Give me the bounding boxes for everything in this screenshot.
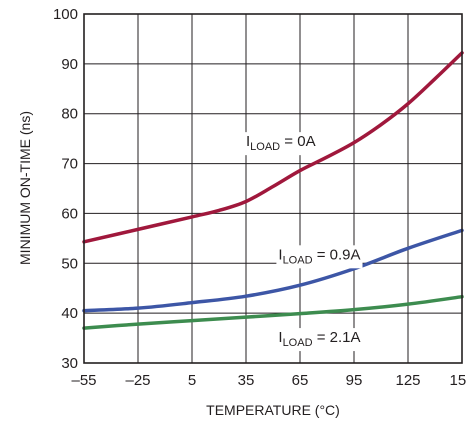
- curve-label-background: [244, 132, 318, 156]
- x-tick-label: 125: [395, 372, 420, 389]
- plot-frame: [83, 13, 463, 364]
- y-tick-label: 90: [61, 56, 78, 73]
- y-tick-label: 40: [61, 305, 78, 322]
- curve-label-main: I: [278, 329, 282, 346]
- svg-text:ILOAD = 2.1A: ILOAD = 2.1A: [278, 329, 360, 349]
- x-tick-label: –25: [125, 372, 150, 389]
- x-tick-label: 35: [238, 372, 255, 389]
- y-axis-title: MINIMUM ON-TIME (ns): [17, 111, 33, 265]
- y-tick-label: 80: [61, 106, 78, 123]
- curve-label-main: I: [278, 246, 282, 263]
- x-tick-label: –55: [71, 372, 96, 389]
- x-axis-title: TEMPERATURE (°C): [206, 402, 340, 418]
- y-tick-label: 30: [61, 355, 78, 372]
- curve-label-sub: LOAD: [283, 254, 313, 266]
- curve-label-background: [276, 328, 363, 352]
- y-tick-label: 50: [61, 255, 78, 272]
- curve-label: ILOAD = 0.9A: [276, 245, 363, 269]
- curve-label-background: [276, 245, 363, 269]
- curve-label-main: I: [246, 133, 250, 150]
- x-tick-label: 65: [292, 372, 309, 389]
- curve-label: ILOAD = 2.1A: [276, 328, 363, 352]
- x-tick-label: 155: [449, 372, 466, 389]
- curve-label-sub: LOAD: [283, 337, 313, 349]
- svg-text:ILOAD = 0.9A: ILOAD = 0.9A: [278, 246, 360, 266]
- grid: [84, 14, 462, 363]
- y-tick-label: 70: [61, 156, 78, 173]
- curve-label: ILOAD = 0A: [244, 132, 318, 156]
- y-tick-label: 60: [61, 205, 78, 222]
- svg-text:ILOAD = 0A: ILOAD = 0A: [246, 133, 316, 153]
- curve-label-tail: = 2.1A: [313, 329, 361, 346]
- series-iload-2-1a: [82, 294, 464, 330]
- curve-label-sub: LOAD: [250, 141, 280, 153]
- curve-label-tail: = 0.9A: [313, 246, 361, 263]
- series-layer: [82, 51, 464, 330]
- x-tick-label: 5: [188, 372, 196, 389]
- series-iload-0a: [82, 51, 464, 244]
- y-tick-label: 100: [53, 6, 78, 23]
- x-tick-labels: –55 –25 5 35 65 95 125 155: [71, 372, 466, 389]
- x-tick-label: 95: [346, 372, 363, 389]
- curve-label-tail: = 0A: [280, 133, 315, 150]
- series-iload-0-9a: [82, 228, 464, 313]
- y-tick-labels: 30 40 50 60 70 80 90 100: [53, 6, 78, 372]
